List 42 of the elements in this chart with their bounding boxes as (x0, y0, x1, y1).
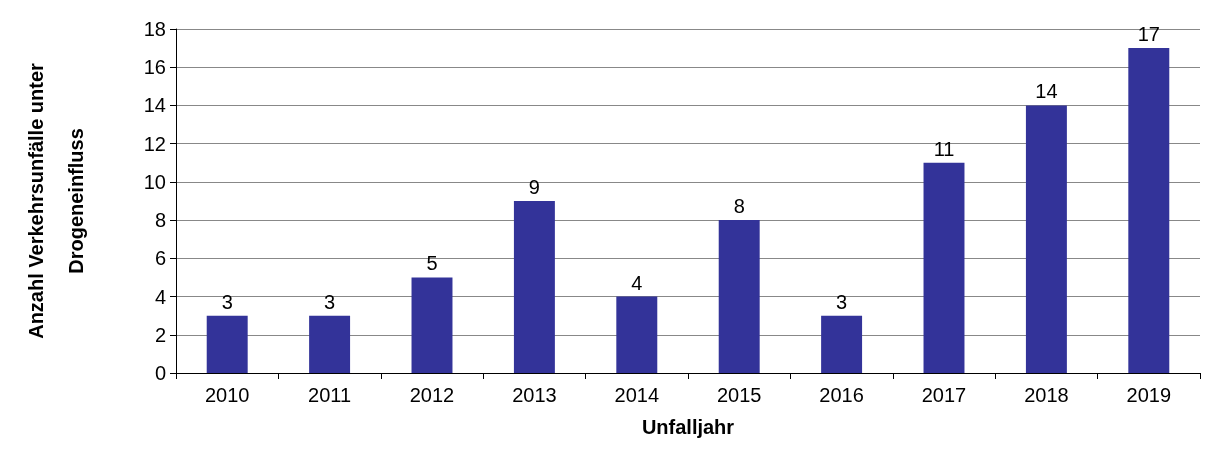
y-tick-label: 6 (154, 247, 166, 270)
x-tick-label: 2011 (308, 384, 352, 406)
data-label: 17 (1137, 23, 1160, 46)
y-tick-label: 14 (143, 94, 166, 117)
y-tick-label: 10 (143, 170, 166, 193)
bar (821, 315, 863, 373)
data-label: 3 (836, 290, 848, 313)
x-axis-title: Unfalljahr (641, 416, 735, 438)
data-label: 9 (528, 176, 540, 198)
data-label: 11 (933, 137, 955, 160)
data-label: 5 (426, 252, 438, 275)
bar (206, 315, 248, 373)
y-tick-label: 0 (154, 362, 166, 384)
bar (718, 220, 760, 373)
x-tick-label: 2017 (921, 384, 967, 406)
data-label: 4 (631, 271, 643, 294)
bar (1025, 105, 1067, 373)
x-tick-label: 2015 (716, 384, 762, 406)
x-tick-label: 2012 (409, 384, 455, 406)
y-tick-label: 16 (143, 56, 166, 79)
bar (513, 201, 555, 373)
bar (923, 162, 965, 373)
bar (309, 315, 351, 373)
y-tick-label: 18 (143, 18, 166, 40)
x-tick-label: 2019 (1126, 384, 1172, 406)
data-label: 3 (324, 290, 336, 313)
x-tick-label: 2016 (819, 384, 864, 406)
bar (411, 277, 453, 373)
data-label: 3 (221, 290, 233, 313)
y-tick-label: 12 (143, 132, 166, 155)
x-tick-label: 2010 (204, 384, 250, 406)
bar (1128, 48, 1170, 373)
y-tick-label: 2 (154, 323, 166, 346)
y-tick-label: 8 (154, 209, 166, 232)
y-tick-label: 4 (154, 285, 166, 308)
x-tick-label: 2014 (614, 384, 660, 406)
x-tick-label: 2018 (1024, 384, 1069, 406)
data-label: 14 (1035, 80, 1058, 103)
x-tick-label: 2013 (512, 384, 557, 406)
bar (616, 296, 658, 373)
data-label: 8 (733, 195, 745, 218)
y-axis-title: Anzahl Verkehrsunfälle unter Drogeneinfluss (25, 62, 87, 339)
